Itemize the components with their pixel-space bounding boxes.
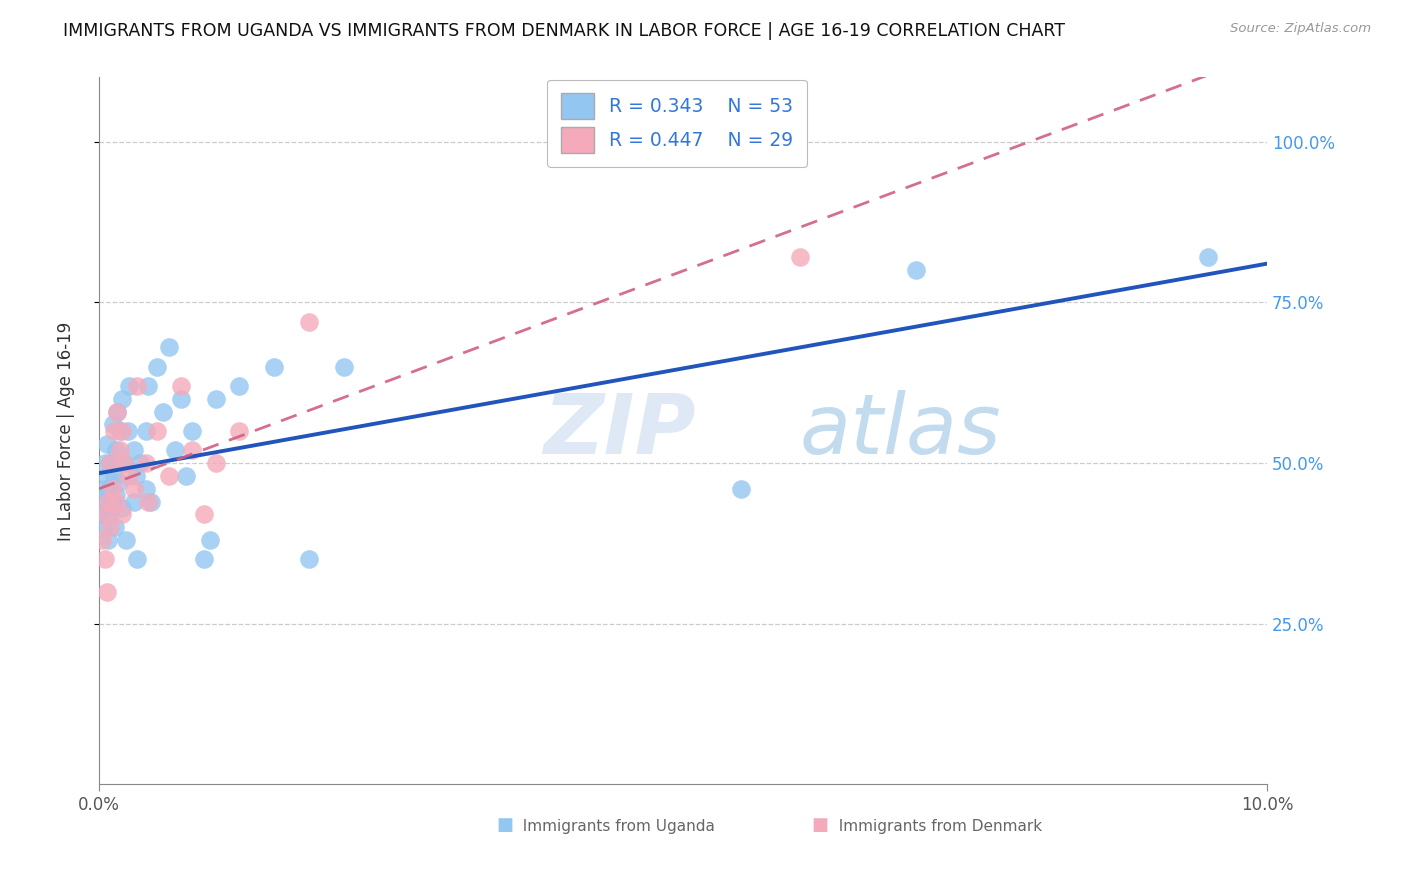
Point [204, 456, 226, 470]
Point [157, 340, 180, 354]
Point [298, 315, 321, 329]
Point [111, 501, 134, 516]
Point [228, 424, 250, 438]
Point [108, 424, 131, 438]
Point [134, 482, 156, 496]
Point [101, 417, 124, 432]
Text: Immigrants from Uganda: Immigrants from Uganda [513, 819, 716, 834]
Point [105, 488, 128, 502]
Point [100, 520, 122, 534]
Point [193, 508, 215, 522]
Point [1198, 251, 1220, 265]
Point [101, 494, 124, 508]
Point [152, 404, 174, 418]
Point [111, 424, 134, 438]
Point [103, 424, 125, 438]
Point [157, 468, 180, 483]
Point [90, 508, 112, 522]
Point [127, 552, 149, 566]
Point [93, 482, 115, 496]
Legend: R = 0.343    N = 53, R = 0.447    N = 29: R = 0.343 N = 53, R = 0.447 N = 29 [547, 79, 807, 167]
Point [100, 508, 122, 522]
Point [176, 468, 198, 483]
Point [98, 482, 121, 496]
Point [146, 424, 169, 438]
Point [333, 359, 356, 374]
Point [101, 482, 124, 496]
Point [107, 404, 129, 418]
Point [204, 392, 226, 406]
Point [730, 482, 752, 496]
Point [93, 552, 115, 566]
Point [114, 456, 136, 470]
Point [228, 379, 250, 393]
Point [96, 436, 118, 450]
Point [111, 508, 134, 522]
Point [104, 520, 127, 534]
Y-axis label: In Labor Force | Age 16-19: In Labor Force | Age 16-19 [58, 321, 75, 541]
Point [93, 456, 115, 470]
Point [100, 456, 122, 470]
Text: Source: ZipAtlas.com: Source: ZipAtlas.com [1230, 22, 1371, 36]
Point [141, 494, 163, 508]
Text: ■: ■ [811, 816, 830, 834]
Point [93, 520, 115, 534]
Point [193, 552, 215, 566]
Text: atlas: atlas [800, 391, 1001, 471]
Point [134, 456, 156, 470]
Point [905, 263, 928, 277]
Point [136, 494, 159, 508]
Point [136, 379, 159, 393]
Point [91, 533, 114, 548]
Point [169, 392, 191, 406]
Point [117, 424, 139, 438]
Point [122, 443, 145, 458]
Point [128, 456, 150, 470]
Point [103, 468, 125, 483]
Point [111, 392, 134, 406]
Point [107, 475, 129, 490]
Point [96, 468, 118, 483]
Point [122, 482, 145, 496]
Point [105, 494, 128, 508]
Point [125, 468, 148, 483]
Text: Immigrants from Denmark: Immigrants from Denmark [830, 819, 1042, 834]
Point [105, 443, 128, 458]
Point [122, 494, 145, 508]
Point [298, 552, 321, 566]
Point [163, 443, 186, 458]
Point [117, 468, 139, 483]
Point [181, 443, 204, 458]
Text: ■: ■ [496, 816, 513, 834]
Point [127, 379, 149, 393]
Point [198, 533, 221, 548]
Text: ZIP: ZIP [543, 391, 696, 471]
Point [114, 533, 136, 548]
Point [146, 359, 169, 374]
Point [100, 456, 122, 470]
Point [97, 533, 120, 548]
Text: IMMIGRANTS FROM UGANDA VS IMMIGRANTS FROM DENMARK IN LABOR FORCE | AGE 16-19 COR: IMMIGRANTS FROM UGANDA VS IMMIGRANTS FRO… [63, 22, 1066, 40]
Point [169, 379, 191, 393]
Point [108, 443, 131, 458]
Point [97, 494, 120, 508]
Point [94, 508, 117, 522]
Point [91, 494, 114, 508]
Point [94, 501, 117, 516]
Point [789, 251, 811, 265]
Point [134, 424, 156, 438]
Point [96, 584, 118, 599]
Point [114, 456, 136, 470]
Point [263, 359, 285, 374]
Point [181, 424, 204, 438]
Point [118, 379, 141, 393]
Point [107, 404, 129, 418]
